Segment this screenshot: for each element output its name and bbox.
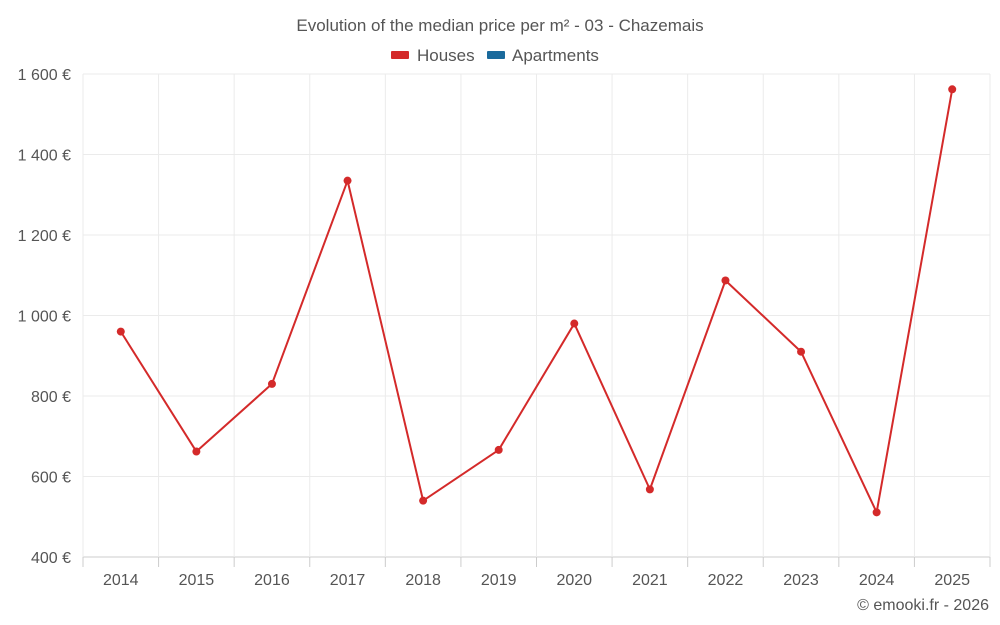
- series-line-houses: [119, 89, 954, 514]
- x-tick-label: 2017: [330, 572, 366, 589]
- data-point[interactable]: [419, 496, 428, 505]
- x-tick-label: 2019: [481, 572, 517, 589]
- data-point[interactable]: [494, 445, 503, 454]
- legend-item-houses[interactable]: Houses: [391, 46, 475, 65]
- data-point[interactable]: [948, 85, 957, 94]
- data-point[interactable]: [116, 327, 125, 336]
- y-tick-label: 1 400 €: [18, 148, 71, 165]
- data-point[interactable]: [721, 276, 730, 285]
- x-tick-label: 2020: [556, 572, 592, 589]
- y-tick-label: 400 €: [31, 550, 71, 567]
- data-point[interactable]: [797, 347, 806, 356]
- y-tick-label: 800 €: [31, 389, 71, 406]
- legend-swatch-houses: [391, 51, 409, 59]
- y-tick-label: 1 000 €: [18, 309, 71, 326]
- chart-title: Evolution of the median price per m² - 0…: [296, 16, 703, 35]
- x-tick-label: 2022: [708, 572, 744, 589]
- x-tick-label: 2016: [254, 572, 290, 589]
- x-tick-label: 2018: [405, 572, 441, 589]
- x-tick-label: 2024: [859, 572, 895, 589]
- x-tick-label: 2021: [632, 572, 668, 589]
- legend-item-apartments[interactable]: Apartments: [487, 46, 599, 65]
- data-point[interactable]: [267, 379, 276, 388]
- legend-label-apartments: Apartments: [512, 46, 599, 65]
- legend: Houses Apartments: [391, 46, 599, 65]
- y-tick-label: 1 600 €: [18, 67, 71, 84]
- x-tick-label: 2014: [103, 572, 139, 589]
- x-tick-label: 2023: [783, 572, 819, 589]
- legend-label-houses: Houses: [417, 46, 475, 65]
- data-point[interactable]: [872, 508, 881, 517]
- x-axis: 2014 2015 2016 2017 2018 2019 2020 2021 2022 2023…: [103, 572, 970, 589]
- grid: [82, 73, 991, 567]
- data-point[interactable]: [645, 485, 654, 494]
- y-axis: 400 € 600 € 800 € 1 000 € 1 200 € 1 400 € 1 60…: [18, 67, 71, 567]
- data-point[interactable]: [192, 447, 201, 456]
- x-tick-label: 2015: [179, 572, 215, 589]
- y-tick-label: 1 200 €: [18, 228, 71, 245]
- x-tick-label: 2025: [934, 572, 970, 589]
- data-point[interactable]: [570, 319, 579, 328]
- series-houses: [116, 85, 957, 517]
- data-point[interactable]: [343, 176, 352, 185]
- y-tick-label: 600 €: [31, 470, 71, 487]
- credit-text: © emooki.fr - 2026: [857, 597, 989, 614]
- legend-swatch-apartments: [487, 51, 505, 59]
